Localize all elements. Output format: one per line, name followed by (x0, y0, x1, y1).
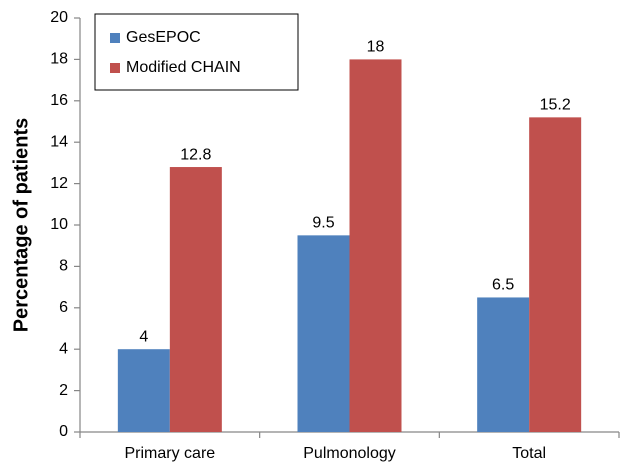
y-tick-label: 20 (50, 9, 68, 26)
bar (297, 235, 350, 432)
bar (117, 349, 170, 432)
data-label: 15.2 (540, 97, 571, 114)
y-tick-label: 6 (59, 299, 68, 316)
bar (169, 167, 222, 433)
y-tick-label: 4 (59, 340, 68, 357)
bar (477, 297, 530, 432)
legend-swatch (110, 63, 120, 73)
x-tick-label: Primary care (124, 445, 215, 462)
y-tick-label: 18 (50, 51, 68, 68)
bar (529, 117, 582, 433)
legend-box (94, 13, 299, 91)
y-axis-label: Percentage of patients (10, 118, 32, 333)
y-tick-label: 0 (59, 423, 68, 440)
y-tick-label: 8 (59, 258, 68, 275)
y-tick-label: 10 (50, 216, 68, 233)
data-label: 6.5 (492, 277, 514, 294)
x-tick-label: Total (512, 445, 546, 462)
legend-label: Modified CHAIN (126, 59, 241, 76)
data-label: 18 (367, 39, 385, 56)
legend-label: GesEPOC (126, 29, 201, 46)
x-tick-label: Pulmonology (303, 445, 396, 462)
y-tick-label: 2 (59, 382, 68, 399)
y-tick-label: 14 (50, 133, 68, 150)
data-label: 4 (139, 328, 148, 345)
data-label: 12.8 (180, 146, 211, 163)
legend-swatch (110, 33, 120, 43)
data-label: 9.5 (312, 215, 334, 232)
y-tick-label: 16 (50, 92, 68, 109)
bar (349, 59, 402, 433)
y-tick-label: 12 (50, 175, 68, 192)
